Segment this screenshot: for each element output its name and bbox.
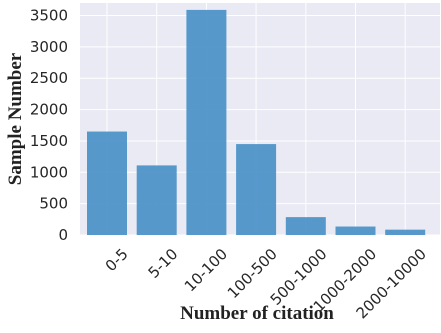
x-tick-label: 0-5 xyxy=(102,245,132,275)
bar-100-500 xyxy=(236,144,277,235)
y-tick-label: 3500 xyxy=(30,7,68,25)
bars xyxy=(87,9,426,236)
x-tick-label: 10-100 xyxy=(181,245,231,295)
bar-1000-2000 xyxy=(335,226,376,235)
x-tick-label: 5-10 xyxy=(145,245,182,282)
bar-500-1000 xyxy=(285,217,326,235)
y-tick-label: 2000 xyxy=(30,101,68,119)
y-tick-label: 1500 xyxy=(30,132,68,150)
y-tick-label: 3000 xyxy=(30,38,68,56)
y-tick-label: 0 xyxy=(58,226,68,244)
bar-0-5 xyxy=(87,131,127,235)
y-axis-title: Sample Number xyxy=(5,52,26,185)
x-axis-title: Number of citation xyxy=(180,303,334,324)
bar-10-100 xyxy=(186,9,227,236)
y-axis-ticks: 0 500 1000 1500 2000 2500 3000 3500 xyxy=(30,7,68,244)
y-tick-label: 2500 xyxy=(30,69,68,87)
y-tick-label: 1000 xyxy=(30,163,68,181)
y-tick-label: 500 xyxy=(39,195,68,213)
bar-2000-10000 xyxy=(385,229,426,235)
bar-5-10 xyxy=(136,165,177,235)
